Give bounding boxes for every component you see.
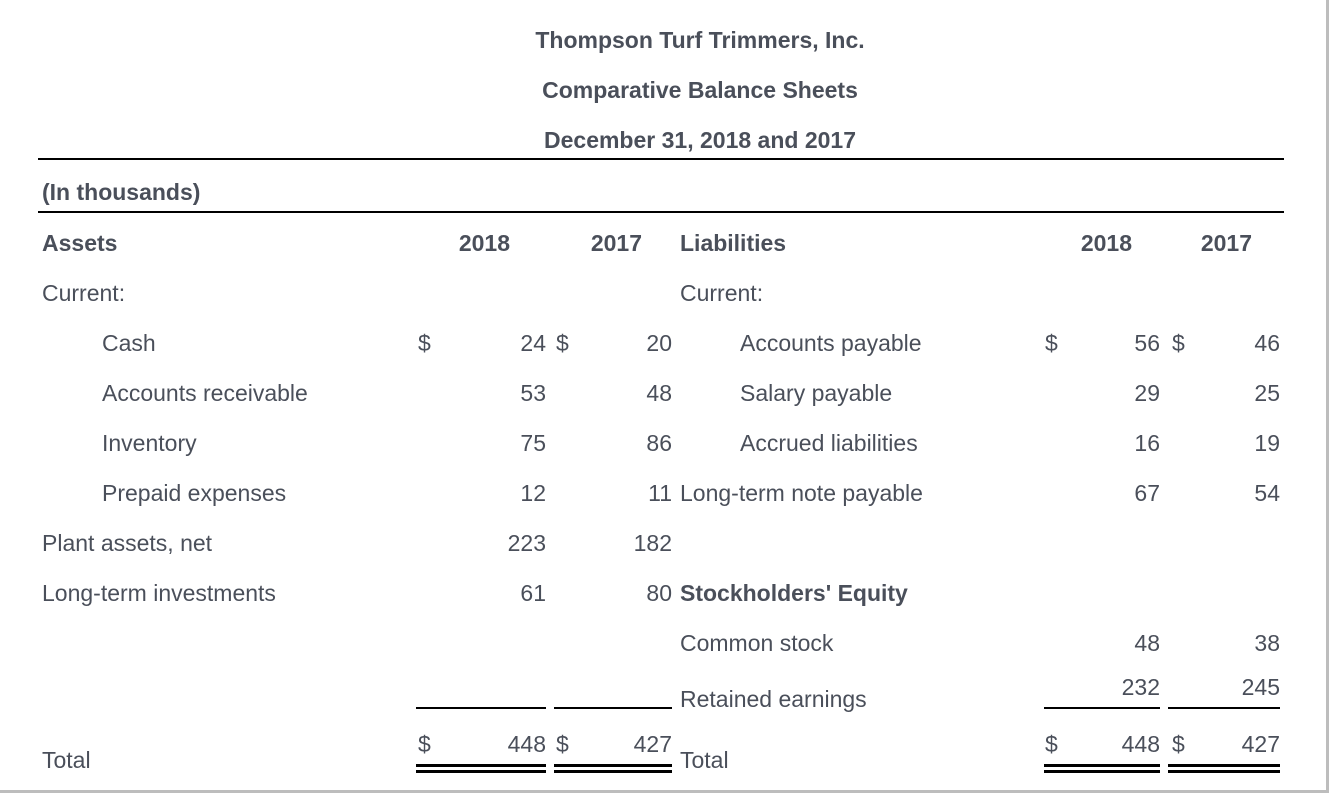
asset-value-2018: 223 <box>507 530 546 556</box>
equity-row-label: Common stock <box>680 630 834 656</box>
assets-year-2017: 2017 <box>590 230 642 256</box>
statement-date: December 31, 2018 and 2017 <box>544 127 856 153</box>
liability-row-label: Long-term note payable <box>680 480 923 506</box>
liability-value-2018: 29 <box>1134 380 1160 406</box>
equity-value-2018: 232 <box>1121 674 1160 700</box>
asset-value-2017: 11 <box>648 480 672 506</box>
liabilities-current-label: Current: <box>680 280 764 306</box>
asset-row-label: Long-term investments <box>42 580 276 606</box>
assets-total-label: Total <box>42 747 91 773</box>
header-rule <box>38 158 1284 160</box>
asset-value-2017: 182 <box>633 530 672 556</box>
liability-row-label: Salary payable <box>740 380 893 406</box>
equity-row-label: Retained earnings <box>680 686 867 712</box>
liabilities-heading: Liabilities <box>680 230 787 256</box>
assets-current-label: Current: <box>42 280 126 306</box>
subtotal-rule <box>416 707 546 709</box>
asset-row-label: Cash <box>102 330 156 356</box>
asset-row-label: Inventory <box>102 430 197 456</box>
liability-value-2018: 67 <box>1134 480 1160 506</box>
dollar-sign: $ <box>418 731 431 757</box>
equity-value-2018: 48 <box>1134 630 1160 656</box>
assets-total-2017: 427 <box>633 731 672 757</box>
dollar-sign: $ <box>1045 330 1058 356</box>
liability-value-2018: 16 <box>1134 430 1160 456</box>
subtotal-rule <box>1168 707 1280 709</box>
asset-value-2017: 80 <box>646 580 672 606</box>
dollar-sign: $ <box>556 330 569 356</box>
liability-value-2018: 56 <box>1134 330 1160 356</box>
liabilities-total-label: Total <box>680 747 729 773</box>
assets-heading: Assets <box>42 230 118 256</box>
dollar-sign: $ <box>418 330 431 356</box>
asset-value-2018: 24 <box>520 330 546 356</box>
liability-value-2017: 25 <box>1254 380 1280 406</box>
asset-row-label: Plant assets, net <box>42 530 213 556</box>
liability-value-2017: 46 <box>1254 330 1280 356</box>
asset-value-2018: 75 <box>520 430 546 456</box>
asset-row-label: Prepaid expenses <box>102 480 287 506</box>
total-double-rule <box>554 764 672 773</box>
assets-year-2018: 2018 <box>458 230 510 256</box>
assets-total-2018: 448 <box>507 731 546 757</box>
dollar-sign: $ <box>1172 731 1185 757</box>
liability-row-label: Accrued liabilities <box>740 430 918 456</box>
liabilities-total-2018: 448 <box>1121 731 1160 757</box>
dollar-sign: $ <box>1045 731 1058 757</box>
subtotal-rule <box>1044 707 1160 709</box>
asset-value-2017: 20 <box>646 330 672 356</box>
asset-value-2018: 53 <box>520 380 546 406</box>
equity-heading: Stockholders' Equity <box>680 580 908 606</box>
total-double-rule <box>416 764 546 773</box>
liability-value-2017: 19 <box>1254 430 1280 456</box>
company-name: Thompson Turf Trimmers, Inc. <box>535 27 865 53</box>
units-rule <box>38 211 1284 213</box>
asset-value-2018: 61 <box>520 580 546 606</box>
liability-row-label: Accounts payable <box>740 330 922 356</box>
dollar-sign: $ <box>556 731 569 757</box>
asset-value-2018: 12 <box>520 480 546 506</box>
total-double-rule <box>1168 764 1280 773</box>
units-label: (In thousands) <box>42 179 201 205</box>
liabilities-year-2017: 2017 <box>1200 230 1252 256</box>
dollar-sign: $ <box>1172 330 1185 356</box>
liabilities-total-2017: 427 <box>1241 731 1280 757</box>
equity-value-2017: 245 <box>1241 674 1280 700</box>
asset-value-2017: 86 <box>646 430 672 456</box>
liability-value-2017: 54 <box>1254 480 1280 506</box>
asset-row-label: Accounts receivable <box>102 380 308 406</box>
equity-value-2017: 38 <box>1254 630 1280 656</box>
total-double-rule <box>1044 764 1160 773</box>
liabilities-year-2018: 2018 <box>1080 230 1132 256</box>
asset-value-2017: 48 <box>646 380 672 406</box>
statement-title: Comparative Balance Sheets <box>542 77 858 103</box>
subtotal-rule <box>554 707 672 709</box>
